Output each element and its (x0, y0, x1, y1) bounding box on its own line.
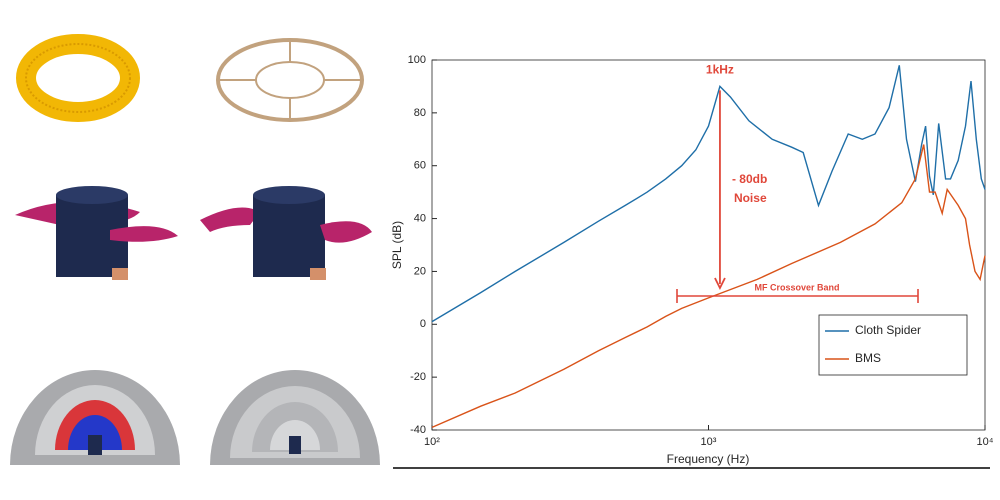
yellow-spider-texture (25, 43, 131, 113)
annotation: - 80db (732, 172, 767, 186)
legend-label: Cloth Spider (855, 323, 921, 337)
series-line (431, 65, 986, 323)
illustrations (10, 34, 380, 465)
arrow-head (714, 277, 726, 291)
legend-label: BMS (855, 351, 881, 365)
x-tick-label: 10³ (701, 436, 717, 448)
cylinder-cloth (15, 186, 178, 280)
y-tick-label: 20 (414, 265, 426, 277)
annotation: Noise (734, 191, 767, 205)
y-axis-label: SPL (dB) (390, 221, 404, 269)
cylinder-bms (200, 186, 372, 280)
annotation: MF Crossover Band (754, 282, 839, 292)
x-tick-label: 10⁴ (977, 436, 994, 448)
dome-bms (210, 370, 380, 465)
bms-ring (216, 38, 364, 122)
series-line (431, 144, 986, 429)
y-tick-label: 0 (420, 318, 426, 330)
y-tick-label: -20 (410, 371, 426, 383)
y-tick-label: 100 (408, 54, 426, 66)
y-tick-label: 40 (414, 212, 426, 224)
annotation: 1kHz (706, 63, 734, 77)
y-tick-label: 80 (414, 107, 426, 119)
dome-cloth (10, 370, 180, 465)
y-tick-label: -40 (410, 424, 426, 436)
x-axis-label: Frequency (Hz) (667, 452, 750, 466)
legend-box (818, 314, 968, 376)
y-tick-label: 60 (414, 160, 426, 172)
x-tick-label: 10² (424, 436, 440, 448)
